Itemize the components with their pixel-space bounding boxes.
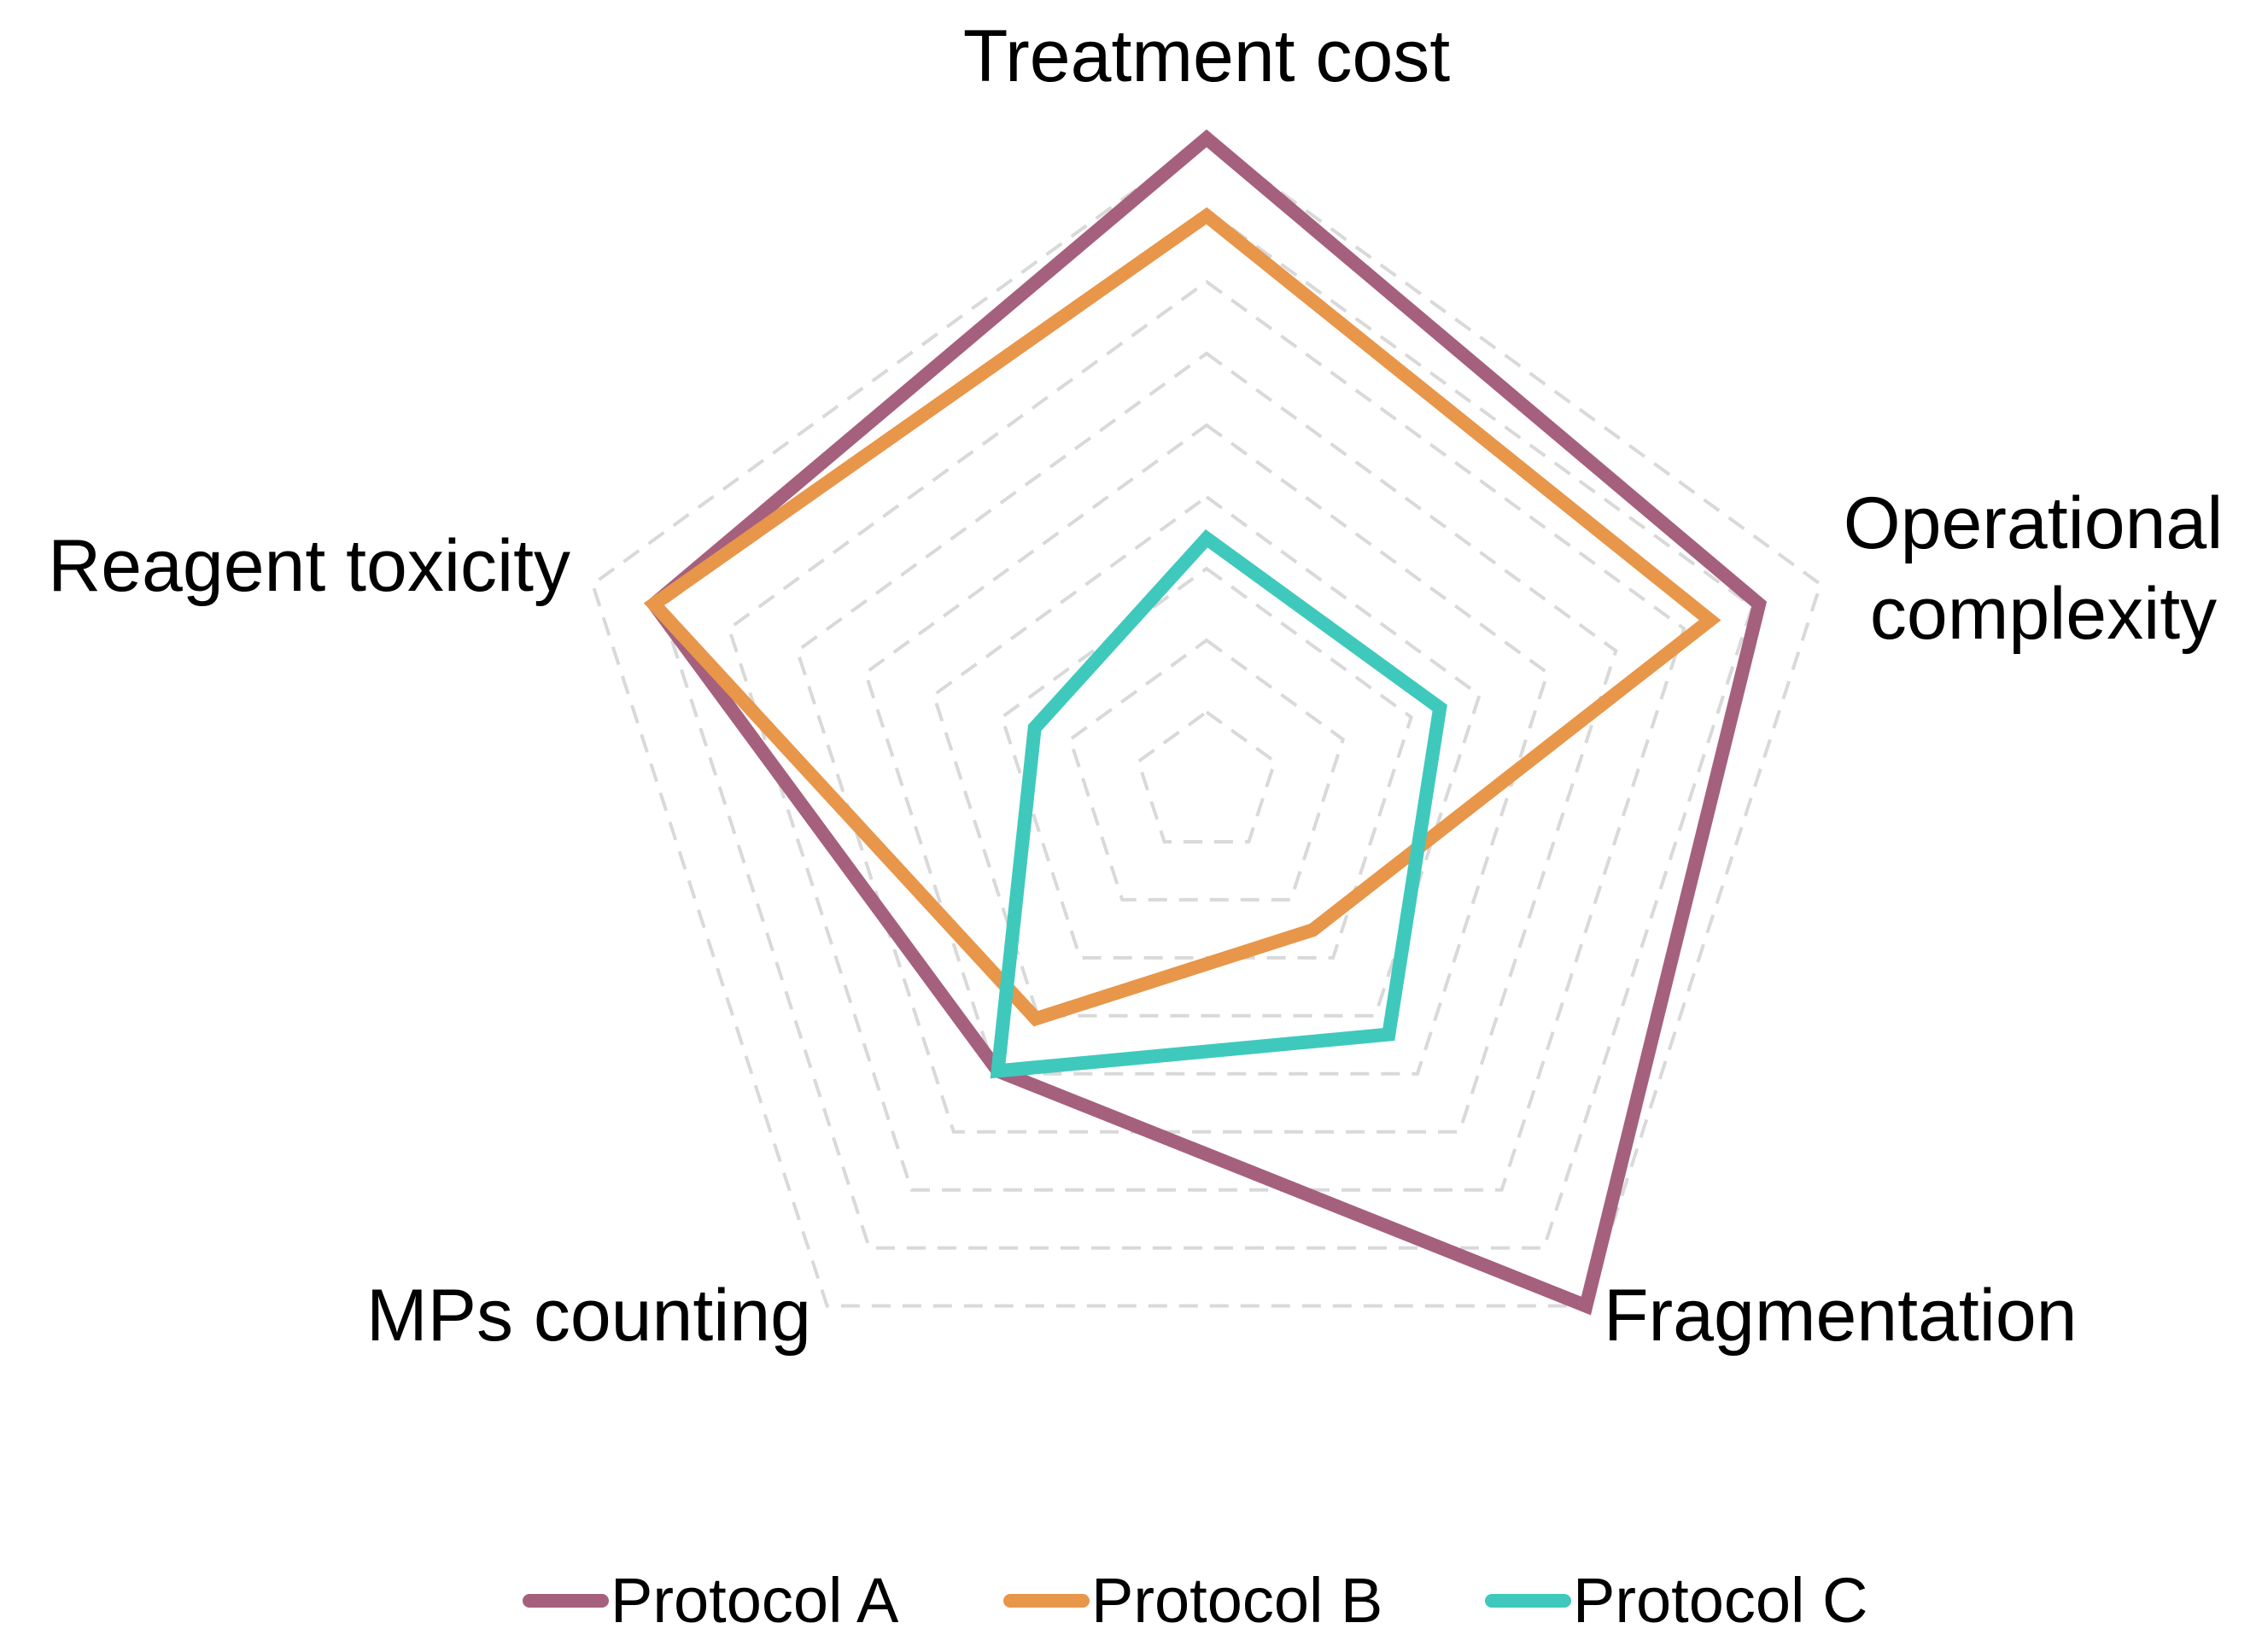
grid-ring [795,351,1618,1134]
series-line-protocol-a [645,129,1768,1316]
legend-item-protocol-a: Protocol A [523,1565,899,1636]
legend-label-protocol-a: Protocol A [611,1565,899,1636]
grid-ring [1067,638,1346,902]
grid-ring [590,136,1823,1308]
legend-item-protocol-c: Protocol C [1485,1565,1867,1636]
legend-item-protocol-b: Protocol B [1003,1565,1382,1636]
legend: Protocol A Protocol B Protocol C [523,1565,1867,1636]
axis-label-fragmentation: Fragmentation [1604,1275,2078,1357]
axis-label-mps-counting: MPs counting [366,1275,811,1357]
grid-rings [590,136,1823,1308]
series-line-protocol-b [643,207,1721,1027]
axis-label-operational-complexity: Operational complexity [1844,482,2244,655]
series-line-protocol-c [990,529,1447,1079]
grid-ring [932,494,1482,1018]
grid-ring [863,423,1550,1076]
legend-label-protocol-c: Protocol C [1573,1565,1867,1636]
axis-label-reagent-toxicity: Reagent toxicity [48,525,570,607]
grid-ring [1136,709,1277,844]
grid-ring [658,207,1755,1250]
legend-label-protocol-b: Protocol B [1091,1565,1382,1636]
series-lines [643,129,1768,1316]
axis-label-treatment-cost: Treatment cost [963,15,1450,97]
grid-ring [727,279,1686,1192]
